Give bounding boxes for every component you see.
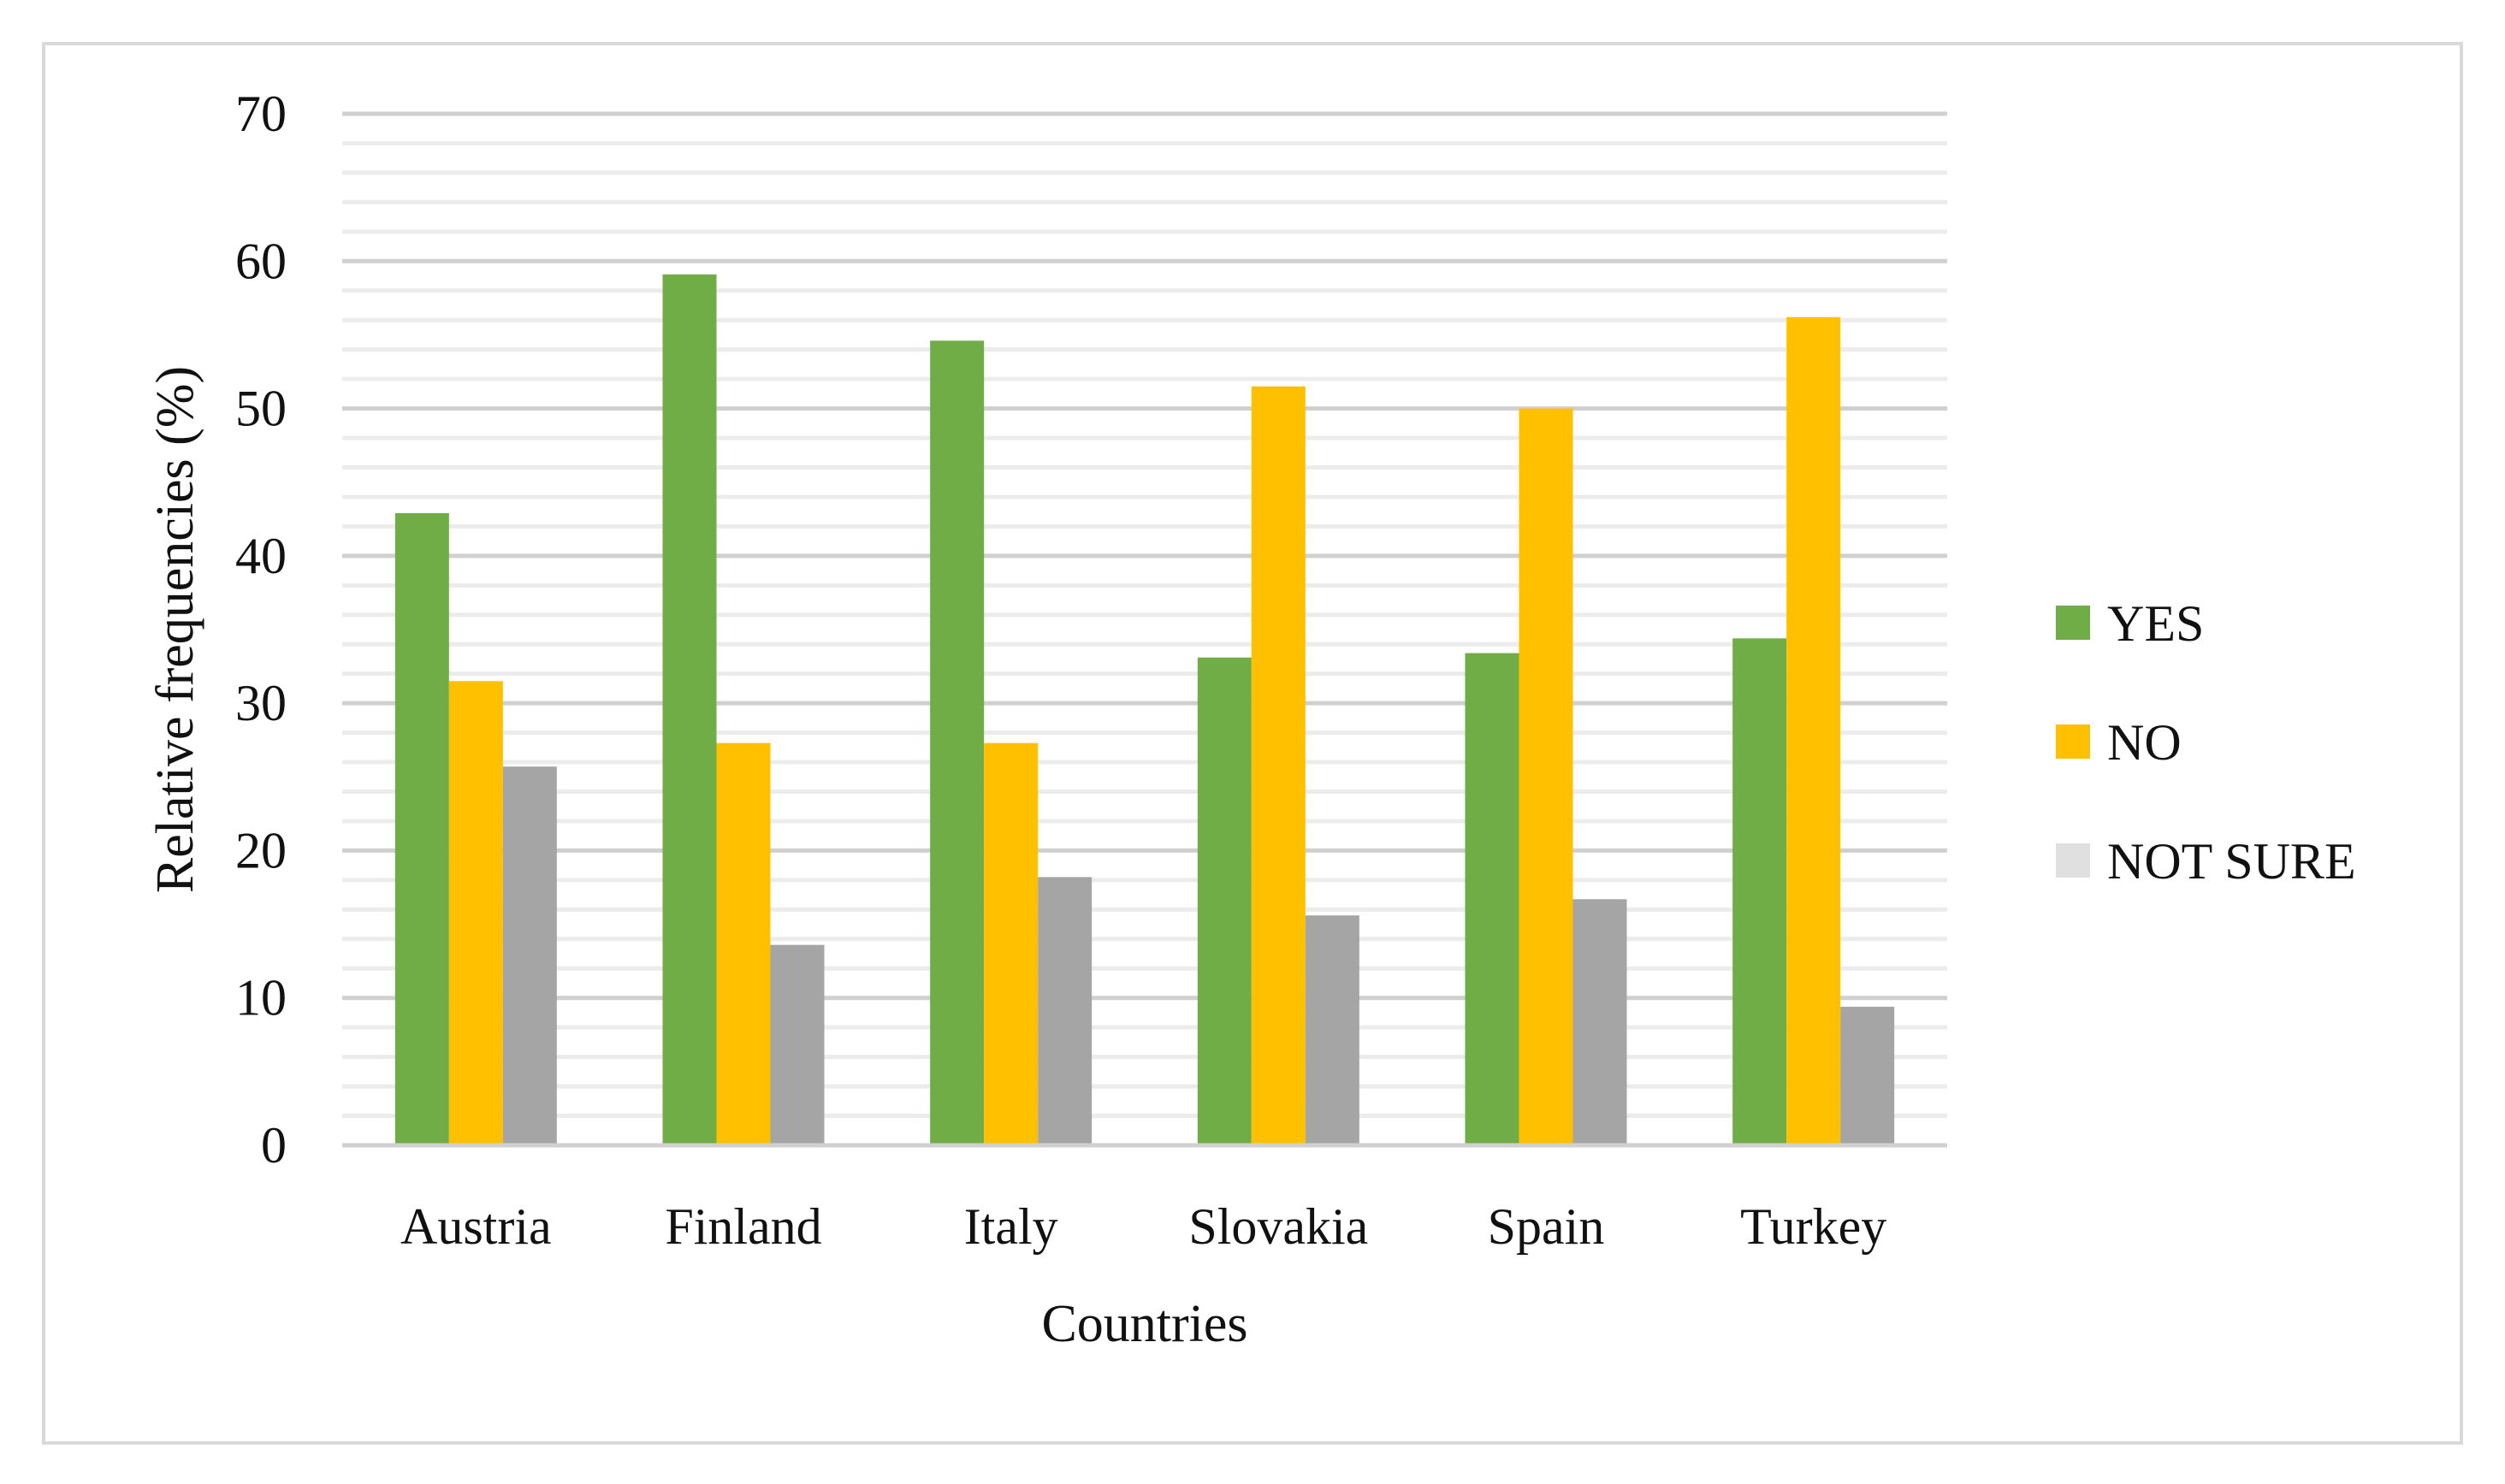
grid-lines — [342, 111, 1947, 1119]
x-tick-label: Finland — [665, 1198, 821, 1255]
y-tick-labels: 0 10 20 30 40 50 60 70 — [235, 86, 287, 1174]
bars — [394, 274, 1895, 1146]
legend: YES NO NOT SURE — [2056, 595, 2356, 890]
y-tick-label: 60 — [235, 233, 287, 289]
legend-swatch-no — [2056, 724, 2090, 759]
y-tick-label: 0 — [261, 1117, 287, 1174]
x-axis-title: Countries — [1041, 1295, 1247, 1353]
bar-no-turkey — [1786, 316, 1841, 1145]
bar-not-sure-austria — [502, 766, 557, 1145]
legend-label: YES — [2107, 595, 2204, 652]
y-tick-label: 30 — [235, 675, 287, 731]
bar-yes-austria — [394, 512, 449, 1145]
bar-no-austria — [448, 681, 503, 1145]
x-tick-label: Italy — [964, 1198, 1058, 1255]
bar-no-italy — [984, 742, 1039, 1145]
bar-not-sure-turkey — [1840, 1007, 1895, 1145]
x-tick-label: Turkey — [1740, 1198, 1886, 1255]
x-tick-label: Spain — [1488, 1198, 1605, 1255]
y-tick-label: 10 — [235, 970, 287, 1026]
bar-not-sure-spain — [1572, 899, 1627, 1145]
bar-no-slovakia — [1251, 386, 1306, 1145]
bar-yes-turkey — [1732, 638, 1787, 1145]
legend-swatch-yes — [2056, 606, 2090, 640]
y-tick-label: 20 — [235, 822, 287, 878]
y-tick-label: 40 — [235, 528, 287, 584]
legend-label: NO — [2107, 714, 2182, 771]
bar-yes-finland — [662, 274, 717, 1145]
bar-no-finland — [716, 742, 771, 1145]
y-axis-title: Relative frequencies (%) — [146, 366, 204, 893]
x-tick-label: Slovakia — [1188, 1198, 1368, 1255]
bar-not-sure-slovakia — [1305, 915, 1359, 1145]
bar-not-sure-italy — [1038, 877, 1093, 1145]
bar-not-sure-finland — [770, 944, 825, 1145]
bar-no-spain — [1519, 408, 1573, 1146]
y-tick-label: 50 — [235, 381, 287, 437]
x-tick-label: Austria — [400, 1198, 552, 1255]
bar-yes-slovakia — [1197, 657, 1252, 1145]
legend-swatch-not-sure — [2056, 843, 2090, 878]
legend-label: NOT SURE — [2107, 833, 2356, 890]
bar-yes-italy — [930, 340, 985, 1145]
bar-yes-spain — [1465, 653, 1519, 1145]
x-tick-labels: Austria Finland Italy Slovakia Spain Turkey — [400, 1198, 1886, 1255]
y-tick-label: 70 — [235, 86, 287, 142]
